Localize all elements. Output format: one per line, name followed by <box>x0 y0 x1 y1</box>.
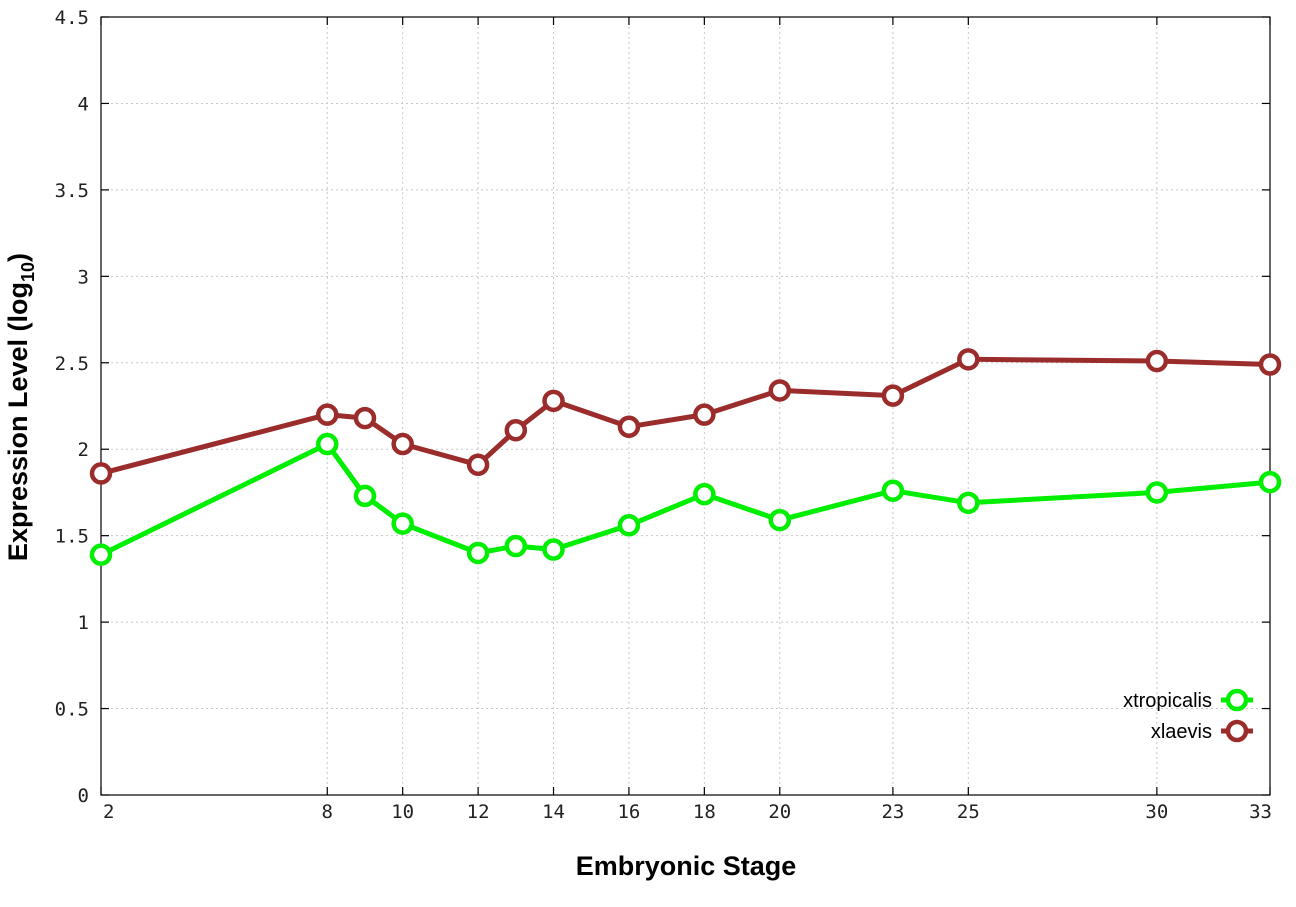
y-tick-label: 2.5 <box>55 353 89 375</box>
data-point-xtropicalis <box>353 484 377 508</box>
data-point-xlaevis <box>316 403 339 426</box>
y-axis-title-subscript: 10 <box>18 262 38 282</box>
legend-label-xlaevis: xlaevis <box>1151 721 1212 743</box>
data-point-xlaevis <box>466 453 490 477</box>
data-point-xtropicalis <box>1258 470 1282 494</box>
x-axis-title: Embryonic Stage <box>576 851 797 881</box>
y-tick-label: 3.5 <box>55 180 89 202</box>
data-point-xtropicalis <box>693 482 716 506</box>
y-tick-label: 1 <box>78 612 89 634</box>
data-point-xtropicalis <box>391 512 414 535</box>
data-point-xtropicalis <box>542 538 565 561</box>
x-tick-label: 30 <box>1145 801 1168 823</box>
data-point-xtropicalis <box>316 432 339 456</box>
series-line-xtropicalis <box>99 441 1271 557</box>
series-line-xlaevis <box>100 356 1271 476</box>
legend-marker-xlaevis <box>1225 719 1249 743</box>
y-tick-label: 2 <box>78 439 89 461</box>
grid-lines <box>101 17 1270 795</box>
series-group <box>89 348 1282 566</box>
x-tick-label: 16 <box>617 801 640 823</box>
series-xlaevis <box>89 348 1282 485</box>
data-point-xlaevis <box>617 415 641 438</box>
data-point-xtropicalis <box>1145 481 1169 504</box>
data-point-xtropicalis <box>617 514 641 537</box>
y-tick-label: 4.5 <box>55 7 89 29</box>
x-tick-label: 8 <box>322 801 333 823</box>
data-point-xlaevis <box>881 384 905 407</box>
data-point-xtropicalis <box>957 491 980 515</box>
axis-ticks: 0 0.5 1 1.5 2 2.5 3 3.5 4 4.5 2 8 10 12 14 16 18 20 23 25 30… <box>55 7 1272 823</box>
y-tick-label: 3 <box>78 266 89 288</box>
x-tick-label: 33 <box>1249 801 1272 823</box>
series-xtropicalis <box>89 432 1282 566</box>
data-point-xlaevis <box>504 418 528 442</box>
x-tick-label: 20 <box>768 801 791 823</box>
data-point-xlaevis <box>89 462 113 485</box>
data-point-xtropicalis <box>881 479 905 502</box>
data-point-xlaevis <box>768 379 792 402</box>
data-point-xtropicalis <box>504 534 528 558</box>
x-tick-label: 18 <box>693 801 716 823</box>
data-point-xlaevis <box>693 403 716 426</box>
data-point-xtropicalis <box>89 543 113 566</box>
plot-frame <box>100 16 1271 796</box>
legend-marker-xtropicalis <box>1225 688 1249 712</box>
data-point-xlaevis <box>542 389 565 413</box>
data-point-xlaevis <box>391 432 414 456</box>
y-axis-title-close: ) <box>3 253 33 262</box>
data-point-xtropicalis <box>466 541 490 565</box>
y-tick-label: 0.5 <box>55 699 89 721</box>
y-tick-label: 0 <box>78 785 89 807</box>
data-point-xlaevis <box>353 406 377 430</box>
data-point-xlaevis <box>957 348 980 371</box>
legend: xtropicalis xlaevis <box>1123 688 1253 743</box>
x-tick-label: 2 <box>103 801 114 823</box>
x-tick-label: 25 <box>957 801 980 823</box>
data-point-xlaevis <box>1258 353 1282 376</box>
y-tick-label: 4 <box>78 93 89 115</box>
legend-label-xtropicalis: xtropicalis <box>1123 690 1212 712</box>
x-tick-label: 12 <box>467 801 490 823</box>
y-tick-label: 1.5 <box>55 526 89 548</box>
x-tick-label: 14 <box>542 801 565 823</box>
y-axis-title-main: Expression Level (log <box>3 282 33 561</box>
y-axis-title: Expression Level (log10) <box>3 253 38 561</box>
x-tick-label: 23 <box>881 801 904 823</box>
data-point-xtropicalis <box>768 508 792 532</box>
x-tick-label: 10 <box>391 801 414 823</box>
data-point-xlaevis <box>1145 349 1169 373</box>
